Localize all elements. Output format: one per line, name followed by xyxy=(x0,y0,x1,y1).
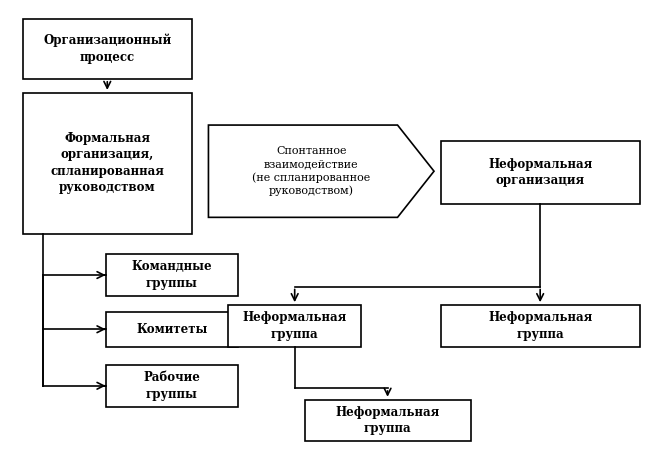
Text: Формальная
организация,
спланированная
руководством: Формальная организация, спланированная р… xyxy=(50,132,164,194)
Text: Неформальная
группа: Неформальная группа xyxy=(488,311,592,340)
Text: Командные
группы: Командные группы xyxy=(132,260,212,290)
FancyBboxPatch shape xyxy=(441,141,640,204)
FancyBboxPatch shape xyxy=(304,400,470,441)
Polygon shape xyxy=(209,125,434,217)
FancyBboxPatch shape xyxy=(228,305,361,347)
Text: Рабочие
группы: Рабочие группы xyxy=(144,371,201,401)
FancyBboxPatch shape xyxy=(106,254,238,296)
Text: Спонтанное
взаимодействие
(не спланированное
руководством): Спонтанное взаимодействие (не спланирова… xyxy=(252,146,371,196)
Text: Неформальная
организация: Неформальная организация xyxy=(488,157,592,187)
Text: Неформальная
группа: Неформальная группа xyxy=(243,311,347,340)
FancyBboxPatch shape xyxy=(106,312,238,347)
Text: Организационный
процесс: Организационный процесс xyxy=(43,34,171,64)
FancyBboxPatch shape xyxy=(441,305,640,347)
FancyBboxPatch shape xyxy=(106,365,238,407)
FancyBboxPatch shape xyxy=(23,93,192,234)
Text: Неформальная
группа: Неформальная группа xyxy=(335,406,440,435)
FancyBboxPatch shape xyxy=(23,19,192,79)
Text: Комитеты: Комитеты xyxy=(136,323,207,336)
